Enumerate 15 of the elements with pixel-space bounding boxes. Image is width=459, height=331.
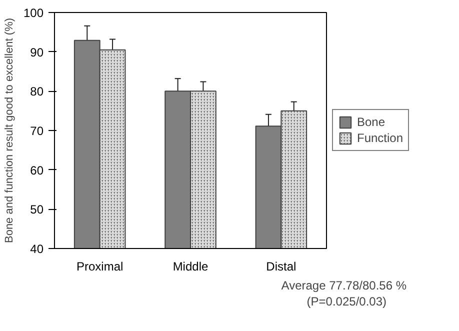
text: Average 77.78/80.56 % [281, 278, 407, 292]
y-tick-label: 90 [30, 45, 44, 60]
y-axis-title: Bone and function result good to excellent (%) [3, 18, 16, 244]
legend-label: Bone [357, 115, 386, 129]
x-tick-label: Proximal [76, 260, 124, 274]
x-tick-label: Middle [172, 260, 208, 274]
y-tick-label: 50 [30, 202, 44, 217]
y-tick-label: 100 [23, 6, 44, 20]
y-tick-label: 40 [30, 242, 44, 256]
y-tick-label: 80 [30, 84, 44, 99]
text: (P=0.025/0.03) [306, 294, 387, 308]
y-tick-label: 70 [30, 124, 44, 138]
y-tick-label: 60 [30, 163, 44, 178]
x-tick-label: Distal [266, 260, 296, 274]
legend-label: Function [357, 131, 404, 145]
